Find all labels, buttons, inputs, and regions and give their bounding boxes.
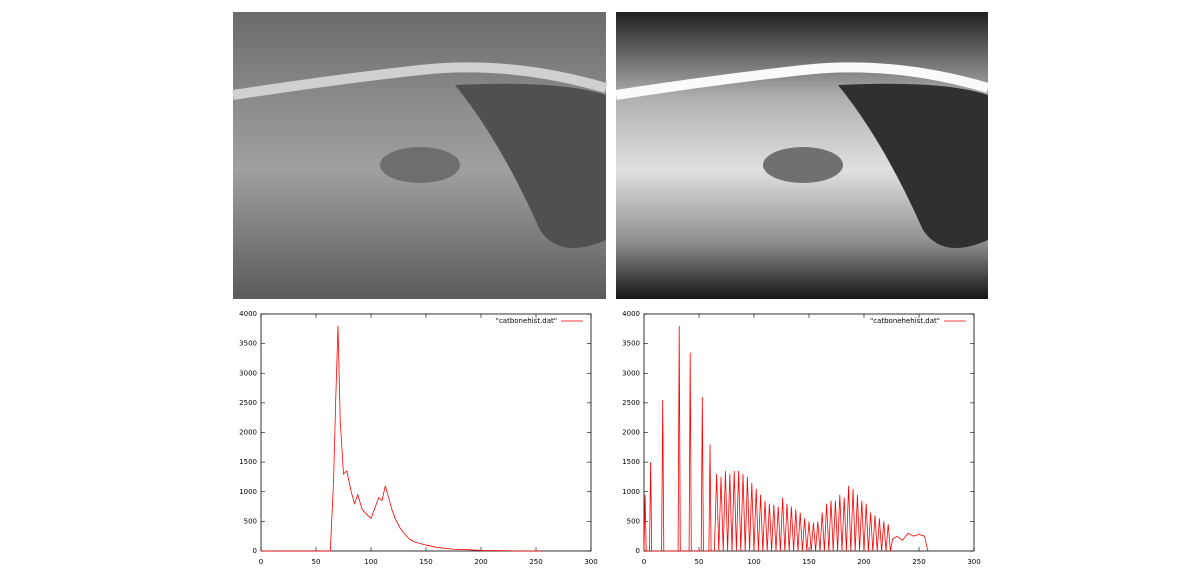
y-tick-label: 500 xyxy=(244,517,257,525)
x-tick-label: 100 xyxy=(364,558,377,566)
y-tick-label: 2500 xyxy=(622,399,640,407)
x-tick-label: 200 xyxy=(474,558,487,566)
y-tick-label: 2000 xyxy=(239,429,257,437)
y-tick-label: 4000 xyxy=(239,310,257,318)
legend-label: "catbonehist.dat" xyxy=(496,317,557,325)
y-tick-label: 1000 xyxy=(622,488,640,496)
x-tick-label: 0 xyxy=(642,558,646,566)
y-tick-label: 2000 xyxy=(622,429,640,437)
x-tick-label: 250 xyxy=(529,558,542,566)
x-tick-label: 100 xyxy=(747,558,760,566)
x-tick-label: 0 xyxy=(259,558,263,566)
y-tick-label: 3000 xyxy=(622,369,640,377)
y-tick-label: 1500 xyxy=(622,458,640,466)
y-tick-label: 3500 xyxy=(239,340,257,348)
x-tick-label: 300 xyxy=(584,558,597,566)
x-tick-label: 300 xyxy=(967,558,980,566)
y-tick-label: 1000 xyxy=(239,488,257,496)
x-tick-label: 50 xyxy=(312,558,321,566)
x-tick-label: 200 xyxy=(857,558,870,566)
x-tick-label: 250 xyxy=(912,558,925,566)
legend-label: "catbonehehist.dat" xyxy=(870,317,940,325)
series-line xyxy=(643,325,929,552)
plot-frame xyxy=(643,313,975,552)
plot-frame xyxy=(260,313,592,552)
x-tick-label: 150 xyxy=(419,558,432,566)
y-tick-label: 0 xyxy=(636,547,640,555)
y-tick-label: 2500 xyxy=(239,399,257,407)
y-tick-label: 1500 xyxy=(239,458,257,466)
y-tick-label: 3000 xyxy=(239,369,257,377)
xray-equalized xyxy=(615,12,990,299)
series-line xyxy=(261,325,542,552)
y-tick-label: 4000 xyxy=(622,310,640,318)
y-tick-label: 3500 xyxy=(622,340,640,348)
xray-original xyxy=(232,12,608,299)
y-tick-label: 500 xyxy=(627,517,640,525)
y-tick-label: 0 xyxy=(253,547,257,555)
x-tick-label: 150 xyxy=(802,558,815,566)
x-tick-label: 50 xyxy=(695,558,704,566)
